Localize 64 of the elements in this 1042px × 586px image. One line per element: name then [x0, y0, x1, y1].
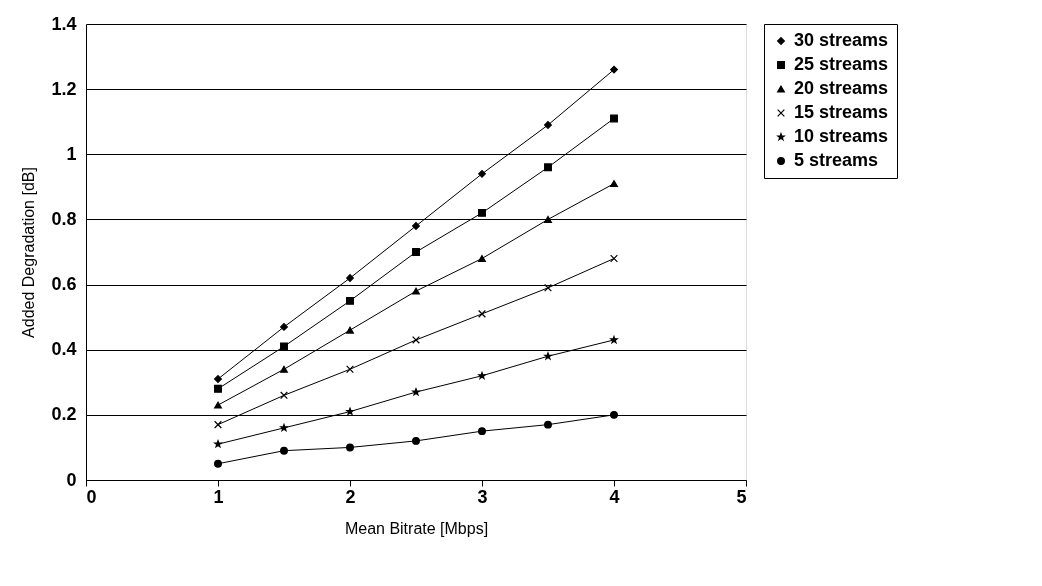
point [412, 436, 420, 445]
point [214, 384, 222, 393]
point [280, 365, 288, 373]
y-tick-label: 0.8 [51, 208, 77, 229]
point [610, 254, 618, 263]
x-axis-title: Mean Bitrate [Mbps] [344, 519, 489, 537]
point [346, 443, 354, 452]
point [346, 407, 354, 415]
legend-label: 25 streams [794, 54, 889, 74]
point [610, 114, 618, 123]
point [412, 388, 420, 396]
x-tick-label: 0 [86, 486, 97, 507]
point [610, 180, 618, 188]
legend-label: 30 streams [794, 30, 889, 50]
point [610, 335, 618, 344]
y-axis-title: Added Degradation [dB] [20, 167, 38, 338]
point [412, 287, 420, 295]
point [280, 446, 288, 455]
y-tick-label: 1.4 [51, 13, 77, 34]
legend-label: 10 streams [794, 126, 889, 146]
point [412, 221, 420, 230]
point [346, 326, 354, 334]
point [610, 410, 618, 419]
point [544, 283, 552, 292]
point [214, 401, 222, 409]
point [544, 215, 552, 223]
point [214, 459, 222, 468]
point [346, 365, 354, 374]
point [478, 169, 486, 178]
x-tick-label: 5 [736, 486, 747, 507]
y-tick-label: 0 [66, 469, 77, 490]
point [478, 427, 486, 436]
y-tick-label: 0.2 [51, 404, 77, 425]
point [610, 65, 618, 74]
point [544, 420, 552, 429]
y-tick-label: 1 [66, 143, 77, 164]
point [478, 371, 486, 380]
y-tick-label: 0.4 [51, 339, 77, 360]
y-tick-label: 1.2 [51, 78, 77, 99]
legend-label: 5 streams [794, 150, 879, 170]
point [214, 420, 222, 429]
point [412, 248, 420, 256]
point [280, 342, 288, 351]
point [544, 352, 552, 360]
point [280, 322, 288, 331]
legend-label: 20 streams [794, 78, 889, 98]
point [214, 375, 222, 383]
point [544, 163, 552, 172]
point [346, 274, 354, 283]
point [280, 391, 288, 400]
point [346, 296, 354, 305]
point [544, 121, 552, 129]
point [412, 335, 420, 344]
x-tick-label: 1 [213, 486, 224, 507]
point [214, 440, 222, 448]
point [478, 208, 486, 217]
point [478, 309, 486, 318]
x-tick-label: 4 [609, 486, 620, 507]
point [280, 423, 288, 432]
x-tick-label: 2 [345, 486, 356, 507]
x-tick-label: 3 [477, 486, 488, 507]
legend-label: 15 streams [794, 102, 889, 122]
point [478, 255, 486, 263]
y-tick-label: 0.6 [51, 274, 77, 295]
